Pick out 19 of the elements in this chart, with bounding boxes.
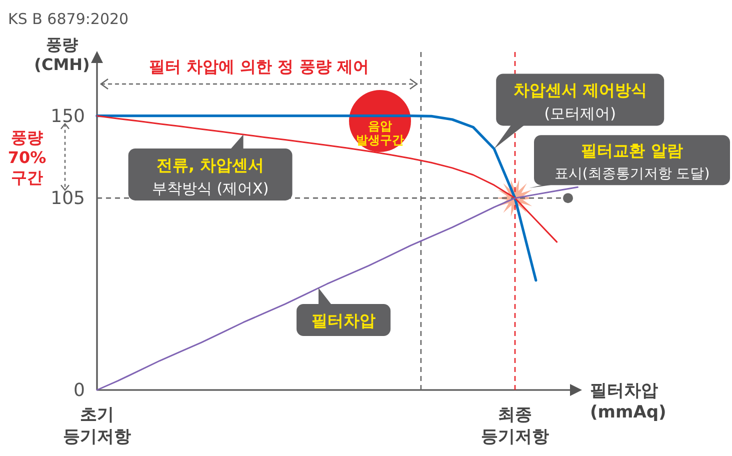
text: 풍량 70% 구간 bbox=[8, 128, 46, 187]
x-axis-title: 필터차압 (mmAq) bbox=[590, 381, 666, 422]
text: KS B 6879:2020 bbox=[8, 10, 129, 28]
series-label: 전류, 차압센서 bbox=[156, 155, 264, 174]
annotation: 표시(최종통기저항 도달) bbox=[554, 166, 710, 182]
y-axis-title: 풍량 (CMH) bbox=[34, 35, 90, 74]
y-tick-label: 105 bbox=[50, 188, 85, 210]
annotation: 음압 발생구간 bbox=[356, 118, 404, 148]
annotation: (모터제어) bbox=[544, 104, 616, 123]
y-tick-label: 150 bbox=[50, 106, 85, 127]
line-series bbox=[96, 114, 538, 282]
series-label: 필터차압 bbox=[312, 311, 376, 330]
x-tick-label: 초기 등기저항 bbox=[63, 405, 131, 448]
x-tick-label: 최종 등기저항 bbox=[481, 405, 549, 448]
text: 필터교환 알람 bbox=[581, 141, 683, 160]
y-tick-label: 0 bbox=[74, 380, 85, 401]
text: 차압센서 제어방식 bbox=[513, 80, 647, 100]
annotation: 부착방식 (제어X) bbox=[152, 179, 269, 198]
annotation: 필터 차압에 의한 정 풍량 제어 bbox=[149, 57, 369, 76]
